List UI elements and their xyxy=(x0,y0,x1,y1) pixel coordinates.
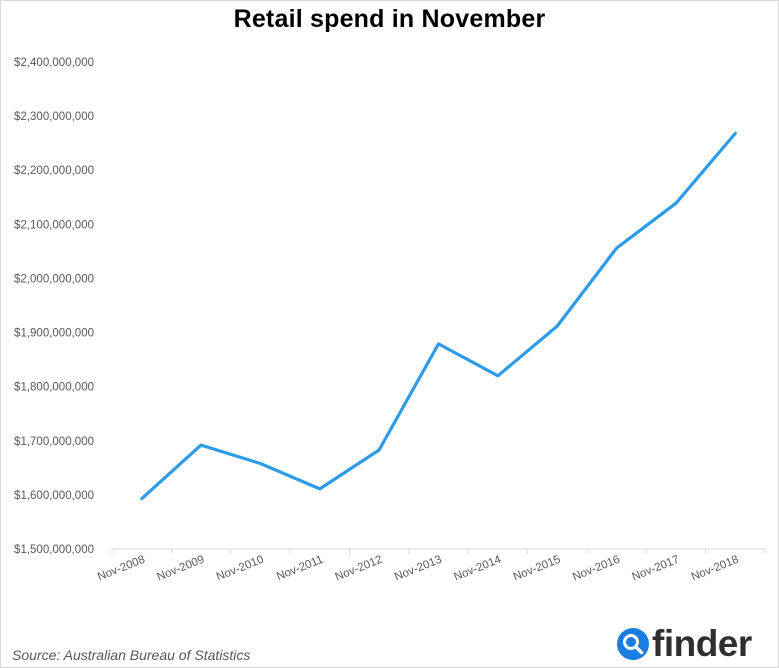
x-axis: Nov-2008 Nov-2009 Nov-2010 Nov-2011 Nov-2012… xyxy=(96,548,766,584)
x-tick-label: Nov-2017 xyxy=(630,554,681,584)
x-tick-label: Nov-2009 xyxy=(155,554,206,584)
search-magnifier-icon xyxy=(617,628,649,660)
y-axis: $1,500,000,000 $1,600,000,000 $1,700,000,0… xyxy=(14,57,94,556)
y-tick-label: $1,800,000,000 xyxy=(14,382,94,394)
x-tick-label: Nov-2012 xyxy=(334,554,385,584)
chart-title: Retail spend in November xyxy=(233,5,546,33)
y-tick-label: $2,100,000,000 xyxy=(14,219,94,231)
x-tick-label: Nov-2014 xyxy=(452,553,503,583)
y-tick-label: $2,300,000,000 xyxy=(14,111,94,123)
y-tick-label: $1,600,000,000 xyxy=(14,490,94,502)
x-tick-label: Nov-2008 xyxy=(96,554,147,584)
brand-name: finder xyxy=(652,623,752,664)
y-tick-label: $1,900,000,000 xyxy=(14,328,94,340)
y-tick-label: $2,400,000,000 xyxy=(14,57,94,69)
finder-logo: finder xyxy=(617,625,752,663)
x-tick-label: Nov-2010 xyxy=(215,554,266,584)
series-line xyxy=(140,131,737,501)
y-tick-label: $2,200,000,000 xyxy=(14,165,94,177)
y-tick-label: $1,700,000,000 xyxy=(14,436,94,448)
x-tick-label: Nov-2016 xyxy=(571,554,622,584)
plot-area xyxy=(140,131,737,501)
y-tick-label: $2,000,000,000 xyxy=(14,273,94,285)
x-tick-label: Nov-2015 xyxy=(512,554,563,584)
y-tick-label: $1,500,000,000 xyxy=(14,544,94,556)
x-tick-label: Nov-2013 xyxy=(393,554,444,584)
source-note: Source: Australian Bureau of Statistics xyxy=(12,647,251,663)
x-tick-label: Nov-2011 xyxy=(275,554,325,583)
x-tick-label: Nov-2018 xyxy=(690,554,741,584)
